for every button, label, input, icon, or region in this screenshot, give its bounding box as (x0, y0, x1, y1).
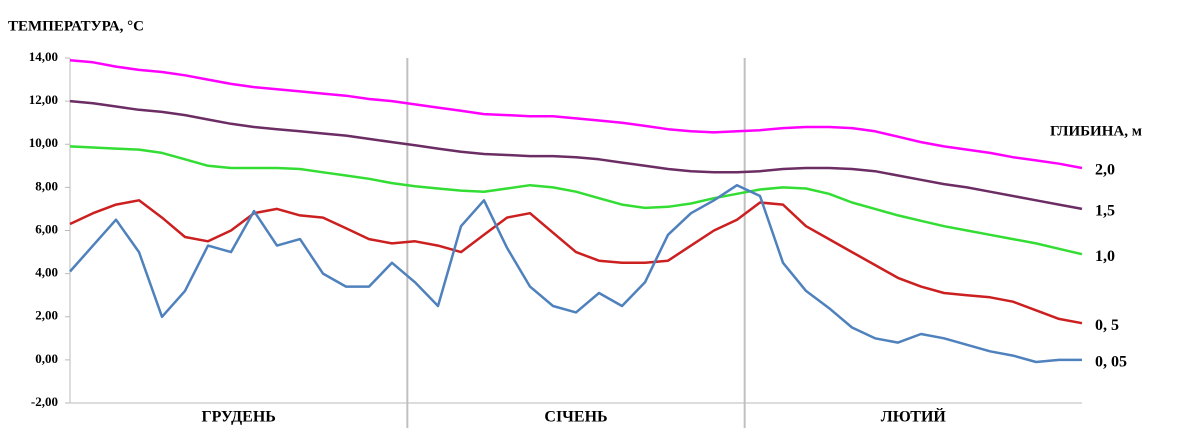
series-line (69, 199, 1083, 325)
y-tick-label: 14,00 (29, 49, 58, 64)
month-label: ГРУДЕНЬ (201, 409, 275, 426)
series-line (69, 145, 1083, 256)
chart-title: ТЕМПЕРАТУРА, °С (8, 18, 144, 34)
y-tick-label: 6,00 (35, 221, 58, 236)
y-tick-label: 8,00 (35, 178, 58, 193)
y-tick-label: -2,00 (31, 394, 58, 409)
y-tick-label: 10,00 (29, 135, 58, 150)
series-label: 1,0 (1095, 248, 1115, 265)
series-label: 0, 05 (1095, 354, 1127, 371)
series-line (69, 58, 1083, 170)
y-tick-label: 4,00 (35, 265, 58, 280)
legend-title: ГЛИБИНА, м (1050, 123, 1142, 139)
y-tick-label: 0,00 (35, 351, 58, 366)
series-line (69, 183, 1082, 364)
y-tick-label: 2,00 (35, 308, 58, 323)
month-label: СІЧЕНЬ (544, 409, 607, 426)
series-line (69, 99, 1083, 211)
series-label: 2,0 (1095, 162, 1115, 179)
series-label: 0, 5 (1095, 317, 1119, 334)
month-label: ЛЮТИЙ (881, 407, 947, 426)
series-label: 1,5 (1095, 203, 1115, 220)
y-tick-label: 12,00 (29, 92, 58, 107)
